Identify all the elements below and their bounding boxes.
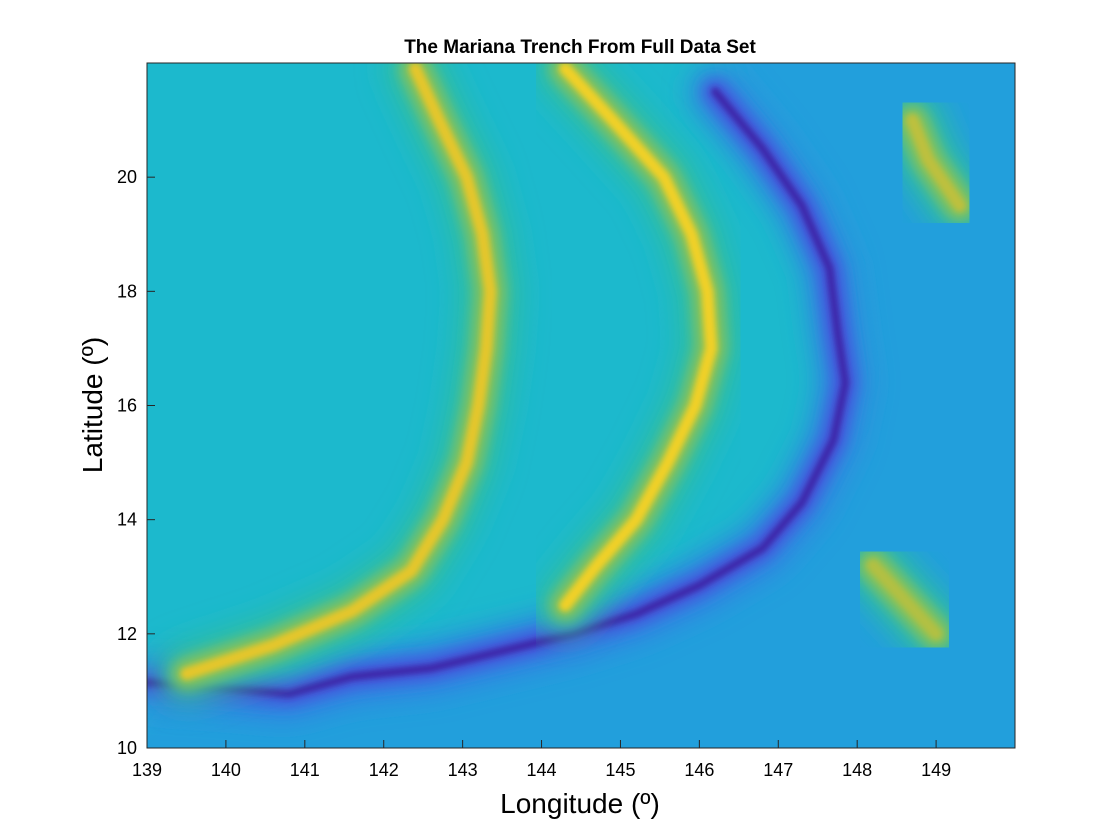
y-tick-label: 18 <box>117 281 137 301</box>
x-tick-label: 146 <box>684 760 714 780</box>
x-tick-label: 145 <box>605 760 635 780</box>
feature-trench-layer-2 <box>147 87 850 698</box>
y-tick-label: 12 <box>117 624 137 644</box>
x-axis-label: Longitude (º) <box>500 788 660 819</box>
x-tick-label: 148 <box>842 760 872 780</box>
chart-title: The Mariana Trench From Full Data Set <box>404 37 756 58</box>
feature-seamount-east-layer-2 <box>906 114 966 212</box>
feature-west-ridge-layer-2 <box>180 63 497 680</box>
x-tick-label: 144 <box>527 760 557 780</box>
x-tick-label: 147 <box>763 760 793 780</box>
x-axis: 139 140 141 142 143 144 145 146 147 148 149 <box>132 740 951 780</box>
x-tick-label: 149 <box>921 760 951 780</box>
y-tick-label: 10 <box>117 738 137 758</box>
y-tick-label: 20 <box>117 167 137 187</box>
x-tick-label: 142 <box>369 760 399 780</box>
x-tick-label: 141 <box>290 760 320 780</box>
x-tick-label: 143 <box>448 760 478 780</box>
x-tick-label: 140 <box>211 760 241 780</box>
y-axis: 10 12 14 16 18 20 <box>117 167 155 758</box>
plot-area <box>147 63 1015 748</box>
feature-seamount-southeast-layer-2 <box>867 559 943 640</box>
feature-volcanic-arc-layer-2 <box>559 63 718 612</box>
heatmap-features <box>147 63 990 717</box>
y-tick-label: 14 <box>117 510 137 530</box>
east-plate-region <box>147 63 1015 748</box>
x-tick-label: 139 <box>132 760 162 780</box>
y-axis-label: Latitude (º) <box>77 337 108 473</box>
y-tick-label: 16 <box>117 396 137 416</box>
